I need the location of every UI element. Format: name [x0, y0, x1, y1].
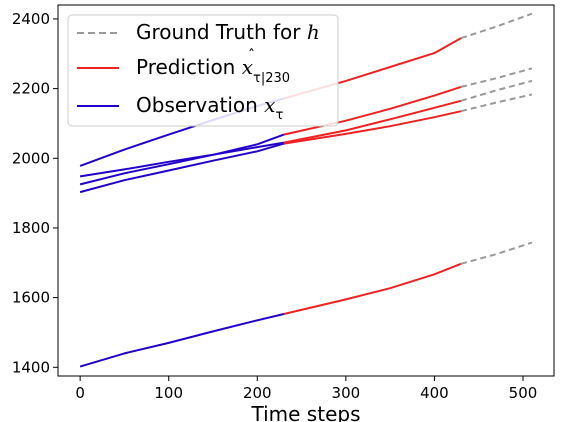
- legend-box: [67, 14, 339, 127]
- legend-prediction-hat: ˆ: [248, 48, 255, 64]
- legend: Ground Truth for h Prediction xτ|230 ˆ O…: [67, 14, 339, 127]
- legend-observation-label: Observation xτ: [136, 93, 283, 123]
- legend-prediction-label: Prediction xτ|230: [136, 55, 290, 86]
- prediction-line-5: [283, 262, 462, 315]
- ground-truth-line-2: [460, 79, 533, 102]
- ground-truth-line-1: [460, 12, 533, 40]
- y-tick-label: 2000: [12, 149, 50, 167]
- x-tick-label: 500: [509, 384, 538, 402]
- observation-line-5: [79, 313, 285, 368]
- x-tick-label: 100: [154, 384, 183, 402]
- legend-ground-truth-label: Ground Truth for h: [136, 20, 320, 44]
- x-tick-label: 0: [75, 384, 85, 402]
- axes-frame: [57, 4, 555, 377]
- y-axis-ticks: 1400 1600 1800 2000 2200 2400: [12, 10, 58, 376]
- observation-line-2: [79, 141, 285, 178]
- x-axis-title: Time steps: [251, 402, 361, 422]
- observation-line-3: [79, 133, 285, 186]
- x-tick-label: 200: [243, 384, 272, 402]
- x-tick-label: 400: [420, 384, 449, 402]
- y-tick-label: 2200: [12, 80, 50, 98]
- ground-truth-line-3: [460, 67, 533, 88]
- observation-line-4: [79, 142, 285, 194]
- y-tick-label: 1800: [12, 219, 50, 237]
- ground-truth-line-4: [460, 93, 533, 113]
- y-tick-label: 1600: [12, 289, 50, 307]
- y-tick-label: 1400: [12, 358, 50, 376]
- ground-truth-line-5: [460, 241, 533, 265]
- x-axis-ticks: 0 100 200 300 400 500: [75, 376, 537, 402]
- prediction-line-4: [283, 110, 462, 145]
- x-tick-label: 300: [332, 384, 361, 402]
- y-tick-label: 2400: [12, 10, 50, 28]
- prediction-line-2: [283, 99, 462, 144]
